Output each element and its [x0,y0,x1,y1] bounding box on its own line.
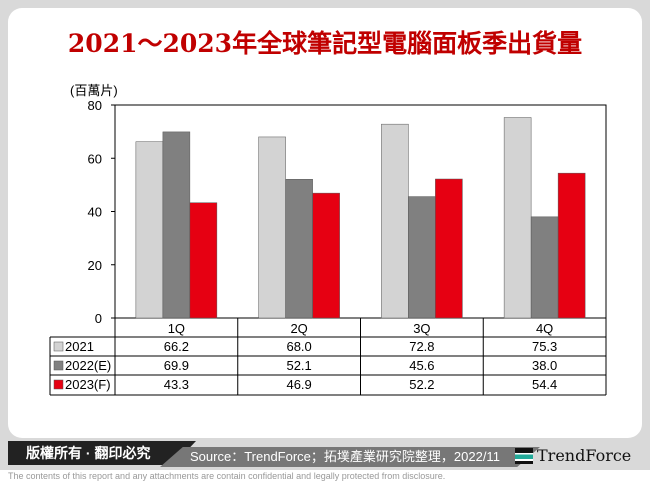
data-label: 45.6 [409,358,434,373]
x-tick-label: 2Q [290,321,307,336]
legend-swatch [53,379,64,390]
y-tick-label: 0 [95,311,102,326]
bar-2021-1Q [135,141,164,319]
y-axis-label: (百萬片) [70,83,118,98]
bar-2023(F)-4Q [557,172,586,319]
y-tick-label: 20 [88,258,102,273]
data-label: 52.1 [286,358,311,373]
bar-2021-2Q [258,136,286,319]
data-label: 52.2 [409,377,434,392]
legend-swatch [53,360,64,371]
bar-2023(F)-2Q [312,192,340,319]
bar-2023(F)-3Q [435,178,463,319]
legend-label: 2023(F) [65,377,111,392]
data-label: 75.3 [532,339,557,354]
logo-icon [515,447,533,464]
data-label: 43.3 [164,377,189,392]
data-label: 68.0 [286,339,311,354]
data-label: 46.9 [286,377,311,392]
x-tick-label: 3Q [413,321,430,336]
data-label: 38.0 [532,358,557,373]
y-tick-label: 40 [88,205,102,220]
trendforce-logo: TrendForce [515,446,631,465]
bar-chart: (百萬片) 0 20 40 60 80 1Q 2Q 3Q 4Q 2021 66.2 68.0 72.8 75… [49,83,607,396]
bar-2021-4Q [503,117,532,319]
disclaimer: The contents of this report and any atta… [8,471,446,481]
bar-2021-3Q [381,123,409,319]
data-label: 66.2 [164,339,189,354]
x-tick-label: 1Q [168,321,185,336]
data-label: 54.4 [532,377,557,392]
data-label: 69.9 [164,358,189,373]
legend-swatch [53,341,64,352]
logo-text: TrendForce [537,446,632,465]
x-tick-label: 4Q [536,321,553,336]
legend-label: 2021 [65,339,94,354]
bar-2023(F)-1Q [189,202,218,319]
bar-2022(E)-3Q [408,196,436,319]
chart-title: 2021～2023年全球筆記型電腦面板季出貨量 [67,29,583,58]
legend-label: 2022(E) [65,358,111,373]
y-tick-label: 60 [88,151,102,166]
copyright-label: 版權所有 · 翻印必究 [8,441,196,465]
data-label: 72.8 [409,339,434,354]
bar-2022(E)-2Q [285,179,313,319]
y-tick-label: 80 [88,98,102,113]
bar-2022(E)-1Q [162,131,191,319]
bar-2022(E)-4Q [530,216,559,319]
source-label: Source：TrendForce；拓墣產業研究院整理，2022/11 [160,447,540,467]
